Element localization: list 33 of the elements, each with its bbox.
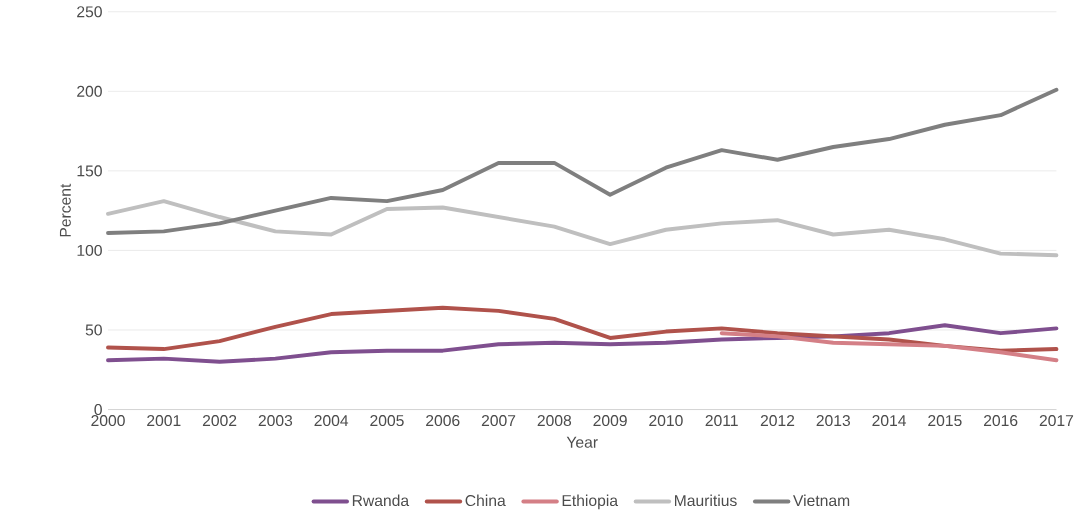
line-series bbox=[106, 323, 1059, 364]
y-tick-label: 200 bbox=[77, 85, 102, 97]
x-tick-label: 2017 bbox=[1039, 414, 1074, 427]
legend-label: China bbox=[465, 494, 506, 506]
legend-label: Ethiopia bbox=[562, 494, 619, 510]
x-tick-label: 2007 bbox=[481, 414, 516, 427]
x-tick-label: 2014 bbox=[872, 414, 907, 427]
x-tick-label: 2012 bbox=[760, 414, 795, 427]
x-tick-label: 2004 bbox=[314, 414, 349, 427]
x-tick-label: 2002 bbox=[202, 414, 237, 427]
y-tick-label: 0 bbox=[94, 403, 102, 415]
legend-label: Vietnam bbox=[793, 494, 850, 506]
x-tick-label: 2008 bbox=[537, 414, 572, 427]
x-tick-label: 2016 bbox=[983, 414, 1018, 427]
x-tick-label: 2009 bbox=[593, 414, 627, 427]
x-tick-label: 2011 bbox=[705, 414, 738, 427]
x-tick-label: 2010 bbox=[649, 414, 683, 427]
y-tick-label: 150 bbox=[77, 165, 102, 177]
x-tick-label: 2000 bbox=[91, 414, 125, 427]
x-tick-label: 2001 bbox=[147, 414, 181, 427]
y-tick-label: 100 bbox=[77, 244, 102, 256]
x-tick-label: 2013 bbox=[816, 414, 851, 427]
y-axis-title: Percent bbox=[59, 183, 71, 237]
x-axis-title: Year bbox=[566, 436, 598, 448]
legend-label: Mauritius bbox=[675, 494, 737, 506]
x-tick-label: 2005 bbox=[370, 414, 404, 427]
legend-label: Rwanda bbox=[352, 494, 410, 506]
line-series bbox=[719, 331, 1059, 363]
y-tick-label: 50 bbox=[85, 324, 102, 336]
x-tick-label: 2003 bbox=[258, 414, 293, 427]
y-tick-label: 250 bbox=[77, 6, 102, 18]
x-tick-label: 2015 bbox=[928, 414, 962, 427]
x-tick-label: 2006 bbox=[426, 414, 460, 427]
